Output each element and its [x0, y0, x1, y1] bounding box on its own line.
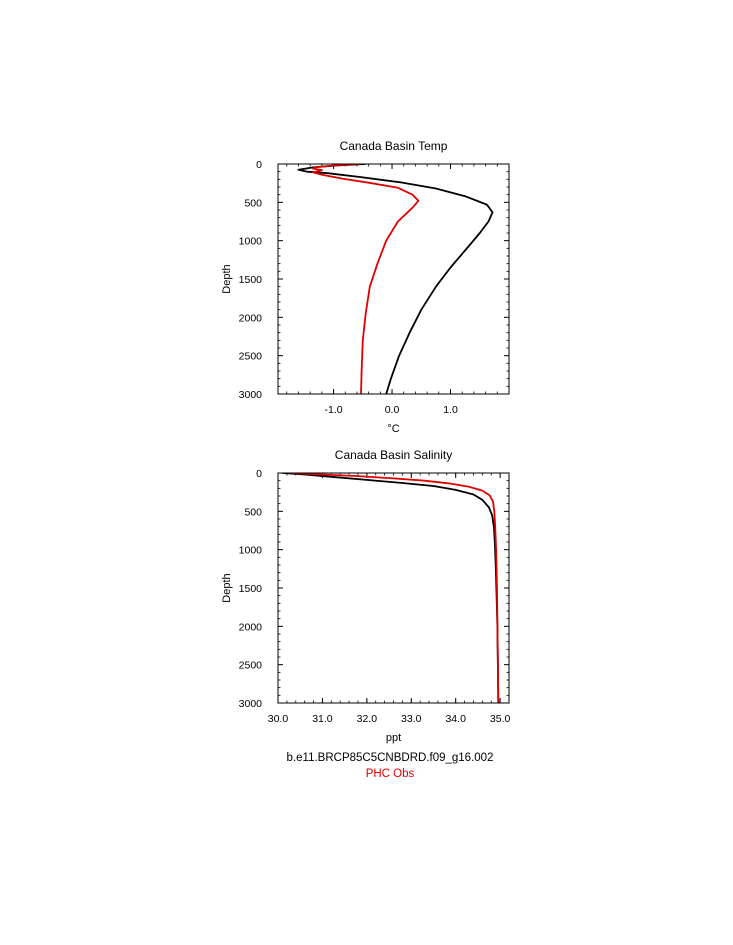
x-tick-label: 0.0 — [385, 404, 400, 416]
y-tick-label: 1500 — [239, 274, 263, 286]
series-line-obs — [291, 473, 500, 703]
y-tick-label: 500 — [244, 197, 262, 209]
y-tick-label: 1000 — [239, 545, 263, 557]
plot-frame — [277, 163, 510, 395]
y-tick-label: 0 — [256, 468, 262, 480]
y-tick-label: 0 — [256, 159, 262, 171]
x-axis-label: ppt — [386, 732, 401, 744]
x-axis-label: °C — [387, 423, 399, 435]
y-tick-label: 1500 — [239, 583, 263, 595]
y-tick-label: 1000 — [239, 236, 263, 248]
y-axis-label: Depth — [221, 573, 233, 602]
x-tick-label: -1.0 — [325, 404, 343, 416]
x-tick-label: 34.0 — [445, 713, 466, 725]
legend-model-label: b.e11.BRCP85C5CNBDRD.f09_g16.002 — [286, 752, 494, 764]
y-tick-label: 2000 — [239, 312, 263, 324]
y-tick-label: 2500 — [239, 660, 263, 672]
series-line-obs — [312, 164, 420, 394]
x-tick-label: 33.0 — [401, 713, 422, 725]
chart-title: Canada Basin Temp — [340, 139, 448, 153]
series-line-model — [282, 473, 500, 703]
x-tick-label: 32.0 — [357, 713, 378, 725]
salinity-chart: Canada Basin Salinity ppt Depth 30.0 31.0 32.… — [221, 448, 510, 744]
y-tick-label: 3000 — [239, 389, 263, 401]
temp-chart: Canada Basin Temp °C Depth -1.0 0.0 1.0 0 500 10… — [221, 139, 510, 435]
x-tick-label: 35.0 — [490, 713, 511, 725]
x-tick-label: 31.0 — [312, 713, 333, 725]
y-tick-label: 3000 — [239, 698, 263, 710]
y-axis-label: Depth — [221, 264, 233, 293]
y-tick-label: 500 — [244, 506, 262, 518]
y-tick-label: 2000 — [239, 621, 263, 633]
y-tick-label: 2500 — [239, 351, 263, 363]
series-line-model — [297, 164, 494, 394]
x-tick-label: 30.0 — [268, 713, 289, 725]
chart-title: Canada Basin Salinity — [335, 448, 452, 462]
plot-frame — [277, 472, 510, 704]
x-tick-label: 1.0 — [443, 404, 458, 416]
legend-obs-label: PHC Obs — [365, 768, 415, 780]
